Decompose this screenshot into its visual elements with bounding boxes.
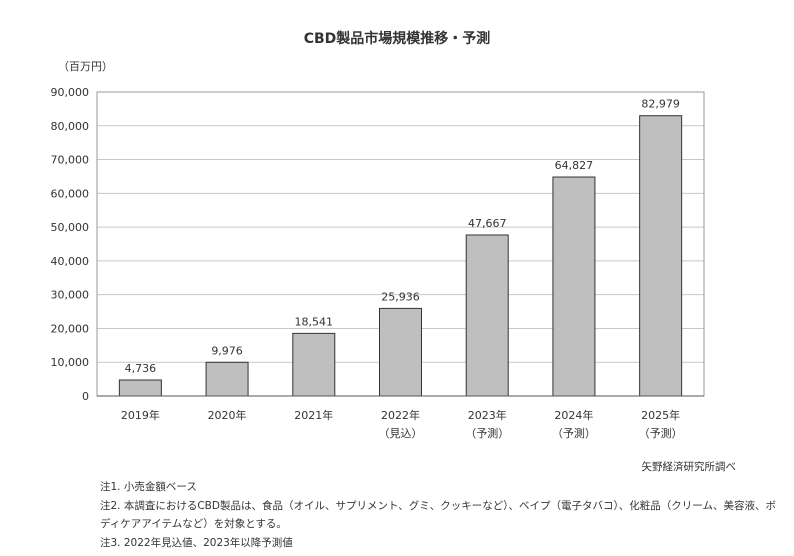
bar: [292, 332, 336, 397]
footnote-1: 注1. 小売金額ベース: [100, 481, 197, 493]
x-tick-label: 2019年: [121, 408, 160, 422]
x-axis-ticks: 2019年 2020年 2021年 2022年 （見込） 2023年 （予測） 2024年 （予…: [121, 408, 683, 440]
data-label: 18,541: [295, 315, 334, 328]
y-tick-label: 50,000: [51, 221, 90, 234]
x-tick-label: 2024年: [554, 408, 593, 422]
x-tick-label: 2025年: [641, 408, 680, 422]
data-label: 4,736: [125, 362, 157, 375]
footnote-3: 注3. 2022年見込値、2023年以降予測値: [100, 536, 293, 549]
source-note: 矢野経済研究所調べ: [641, 461, 737, 473]
y-axis-ticks: 0 10,000 20,000 30,000 40,000 50,000 60,000 70,…: [51, 86, 90, 403]
y-tick-label: 10,000: [51, 356, 90, 369]
x-tick-sublabel: （予測）: [465, 426, 509, 440]
footnote-2-continued: ディケアアイテムなど）を対象とする。: [100, 518, 287, 530]
x-tick-label: 2023年: [468, 408, 507, 422]
x-tick-sublabel: （予測）: [639, 426, 683, 440]
y-tick-label: 90,000: [51, 86, 90, 99]
x-tick-sublabel: （予測）: [552, 426, 596, 440]
y-tick-label: 80,000: [51, 120, 90, 133]
y-tick-label: 30,000: [51, 289, 90, 302]
bar: [379, 307, 422, 397]
data-label: 47,667: [468, 217, 507, 230]
bar: [118, 379, 162, 397]
bar: [205, 361, 249, 397]
bar: [465, 234, 509, 397]
bar: [552, 176, 596, 397]
y-axis-unit-label: （百万円）: [58, 60, 113, 73]
plot-frame: [96, 91, 705, 397]
data-label: 9,976: [211, 344, 243, 357]
x-tick-label: 2020年: [208, 408, 247, 422]
bar-chart: 0 10,000 20,000 30,000 40,000 50,000 60,000 70,…: [51, 86, 705, 440]
footnote-2: 注2. 本調査におけるCBD製品は、食品（オイル、サプリメント、グミ、クッキーな…: [100, 499, 776, 512]
y-tick-label: 40,000: [51, 255, 90, 268]
x-tick-label: 2022年: [381, 408, 420, 422]
data-label: 64,827: [555, 159, 594, 172]
bar: [639, 115, 683, 397]
y-tick-label: 20,000: [51, 322, 90, 335]
y-tick-label: 70,000: [51, 154, 90, 167]
data-label: 82,979: [641, 98, 680, 111]
x-tick-label: 2021年: [294, 408, 333, 422]
y-tick-label: 0: [82, 390, 89, 403]
footnotes: 注1. 小売金額ベース 注2. 本調査におけるCBD製品は、食品（オイル、サプリ…: [100, 478, 776, 552]
gridlines: [97, 91, 704, 363]
bars: [118, 115, 683, 397]
data-label: 25,936: [381, 290, 420, 303]
chart-title: CBD製品市場規模推移・予測: [303, 31, 491, 47]
y-tick-label: 60,000: [51, 187, 90, 200]
x-tick-sublabel: （見込）: [379, 427, 423, 440]
data-labels: 4,736 9,976 18,541 25,936 47,667 64,827 82,979: [125, 98, 680, 375]
